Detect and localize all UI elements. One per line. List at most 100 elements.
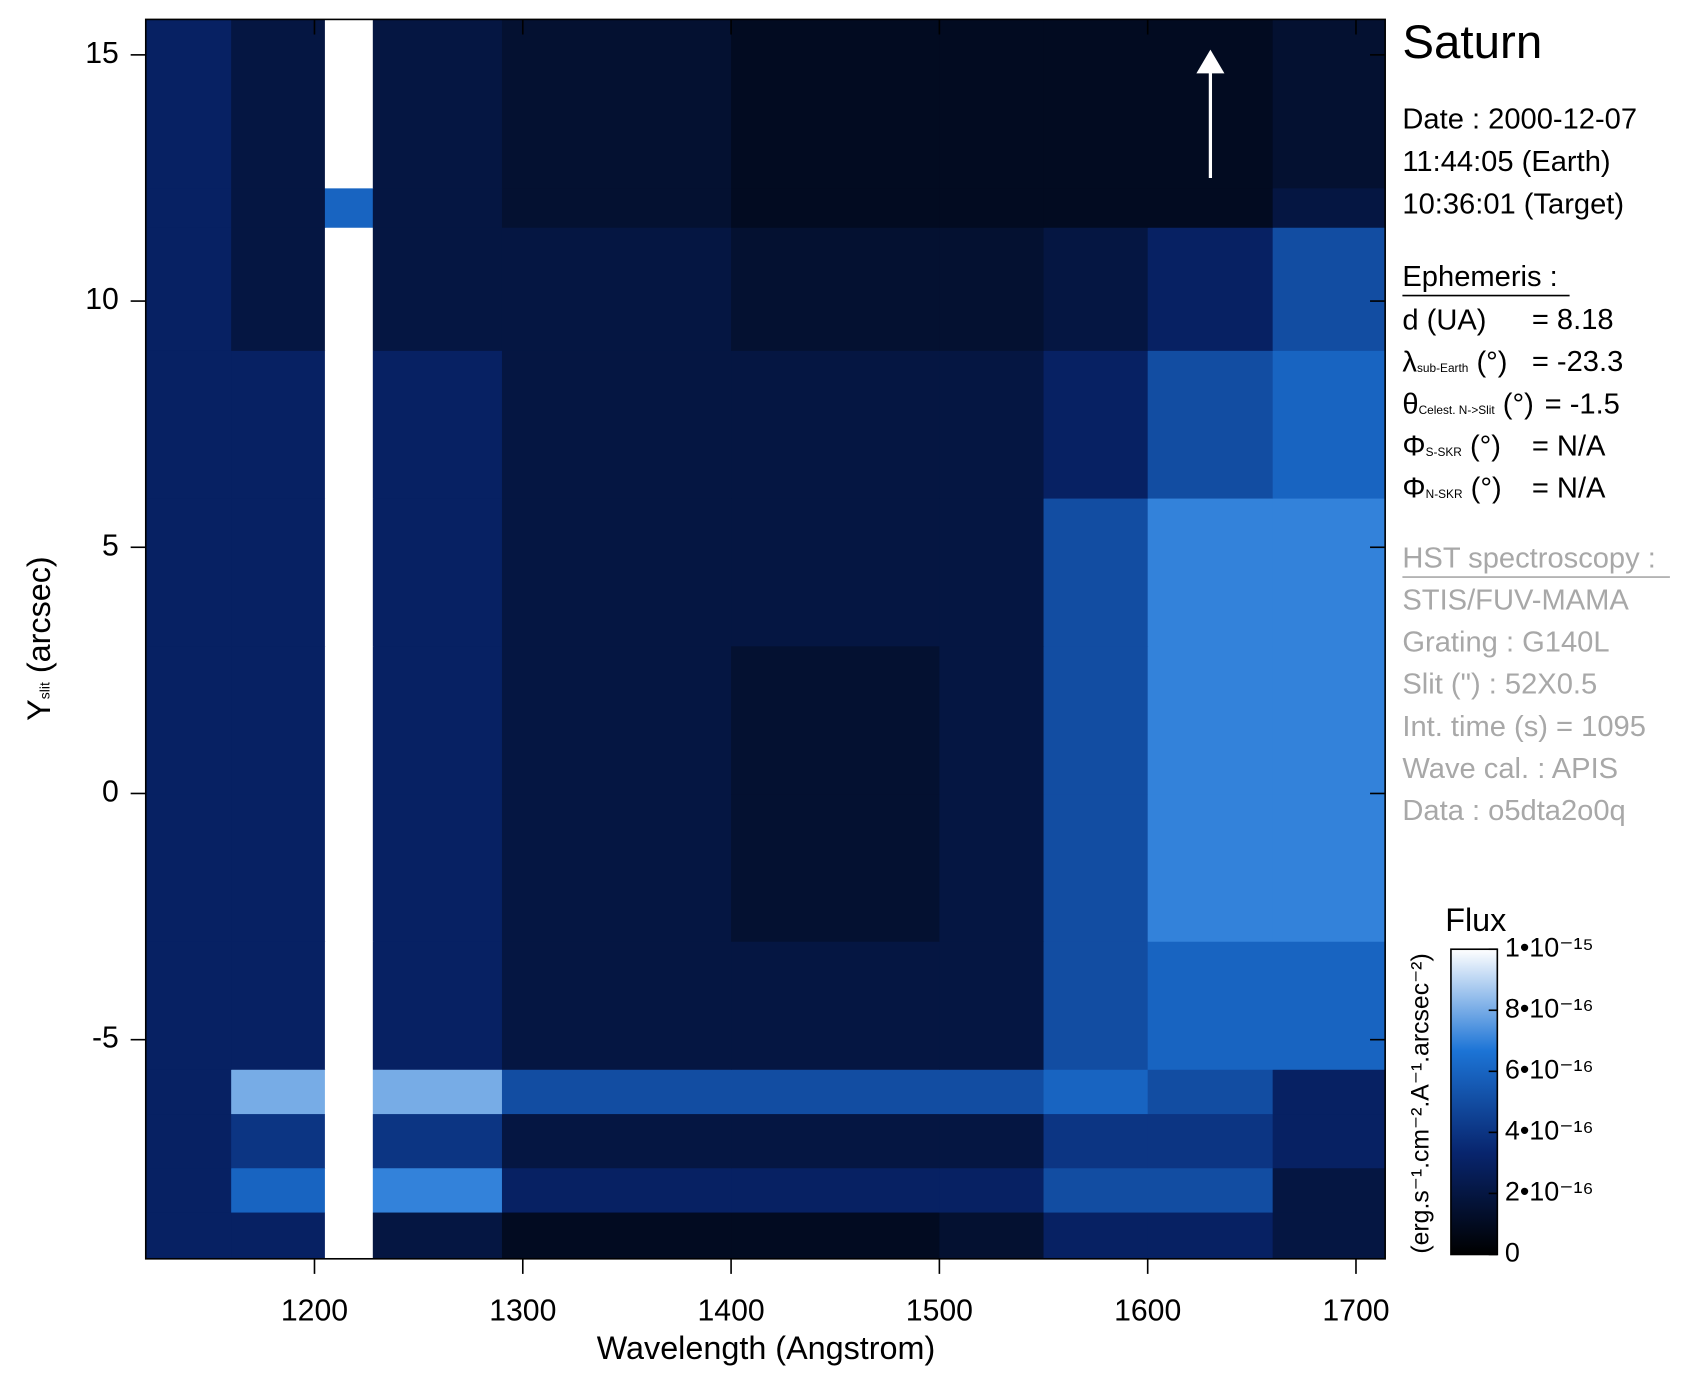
- heat-cell: [145, 19, 232, 189]
- heat-cell: [939, 19, 1045, 189]
- ephemeris-row: d (UA): [1402, 304, 1486, 336]
- heat-cell: [939, 1167, 1045, 1213]
- ephemeris-suffix: (°): [1468, 346, 1507, 378]
- heat-cell: [145, 1167, 232, 1213]
- ephemeris-subscript: sub-Earth: [1417, 361, 1468, 375]
- x-tick-label: 1600: [1114, 1295, 1181, 1328]
- ephemeris-row: λsub-Earth (°): [1402, 346, 1507, 378]
- heat-cell: [1043, 645, 1149, 795]
- heat-cell: [1272, 187, 1386, 228]
- heat-cell: [145, 1212, 232, 1260]
- heat-cell: [1272, 1113, 1386, 1169]
- ephemeris-suffix: (°): [1495, 388, 1534, 420]
- ephemeris-value: = -23.3: [1532, 346, 1623, 378]
- colorbar-tick-label: 1•10⁻¹⁵: [1505, 932, 1594, 962]
- heat-cell: [324, 941, 374, 1070]
- heat-cell: [372, 1069, 503, 1115]
- heat-cell: [501, 941, 732, 1070]
- north-arrow-head: [1196, 49, 1225, 74]
- heat-cell: [731, 187, 940, 228]
- heat-cell: [145, 941, 232, 1070]
- ephemeris-suffix: (°): [1462, 430, 1501, 462]
- heat-cell: [939, 1069, 1045, 1115]
- x-tick-label: 1200: [281, 1295, 348, 1328]
- colorbar-tick-label: 0: [1505, 1238, 1520, 1268]
- y-label-sub: slit: [36, 682, 52, 699]
- x-axis-label: Wavelength (Angstrom): [597, 1330, 936, 1366]
- heat-cell: [1043, 941, 1149, 1070]
- ephemeris-subscript: S-SKR: [1426, 445, 1463, 459]
- heat-cell: [372, 19, 503, 189]
- ephemeris-symbol: θ: [1402, 388, 1418, 420]
- colorbar-tick-label: 4•10⁻¹⁶: [1505, 1116, 1594, 1146]
- heat-cell: [939, 793, 1045, 942]
- heat-cell: [939, 645, 1045, 795]
- hst-line: STIS/FUV-MAMA: [1402, 585, 1629, 617]
- heat-cell: [939, 187, 1045, 228]
- heat-cell: [1272, 793, 1386, 942]
- heat-cell: [372, 941, 503, 1070]
- heat-cell: [1147, 793, 1274, 942]
- heat-cell: [1272, 645, 1386, 795]
- colorbar-tick-label: 6•10⁻¹⁶: [1505, 1054, 1594, 1084]
- heat-cell: [939, 1212, 1045, 1260]
- heat-cell: [372, 1212, 503, 1260]
- ephemeris-row: θCelest. N->Slit (°): [1402, 388, 1533, 420]
- date-line: 10:36:01 (Target): [1402, 189, 1624, 221]
- ephemeris-value: = 8.18: [1532, 304, 1614, 336]
- heat-cell: [731, 498, 940, 647]
- heat-cell: [372, 1113, 503, 1169]
- heat-cell: [324, 227, 374, 351]
- heat-cell: [1043, 19, 1149, 189]
- heat-cell: [1043, 1212, 1149, 1260]
- heat-cell: [324, 187, 374, 228]
- heat-cell: [731, 1113, 940, 1169]
- heat-cell: [324, 1212, 374, 1260]
- y-label-main: Y: [21, 699, 57, 721]
- heat-cell: [231, 1212, 326, 1260]
- ephemeris-value: = N/A: [1532, 430, 1606, 462]
- heat-cell: [324, 19, 374, 189]
- heat-cell: [145, 227, 232, 351]
- x-tick-label: 1400: [698, 1295, 765, 1328]
- heat-cell: [372, 498, 503, 647]
- heat-cell: [324, 1167, 374, 1213]
- heat-cell: [324, 645, 374, 795]
- heat-cell: [1147, 1069, 1274, 1115]
- heat-cell: [1043, 227, 1149, 351]
- ephemeris-subscript: Celest. N->Slit: [1419, 403, 1496, 417]
- y-tick-label: 0: [102, 775, 119, 808]
- heat-cell: [324, 793, 374, 942]
- hst-line: Int. time (s) = 1095: [1402, 711, 1646, 743]
- heat-cell: [731, 1069, 940, 1115]
- heat-cell: [231, 1069, 326, 1115]
- y-tick-label: 5: [102, 529, 119, 562]
- heat-cell: [231, 350, 326, 499]
- heat-cell: [1272, 1212, 1386, 1260]
- ephemeris-symbol: λ: [1402, 346, 1417, 378]
- ephemeris-value: = -1.5: [1545, 388, 1620, 420]
- heat-cell: [939, 941, 1045, 1070]
- heat-cell: [1043, 498, 1149, 647]
- heat-cell: [1272, 350, 1386, 499]
- heat-cell: [501, 227, 732, 351]
- colorbar-tick-label: 2•10⁻¹⁶: [1505, 1177, 1594, 1207]
- heat-cell: [145, 498, 232, 647]
- heat-cell: [231, 1167, 326, 1213]
- ephemeris-subscript: N-SKR: [1426, 487, 1463, 501]
- heat-cell: [1147, 1212, 1274, 1260]
- heat-cell: [1272, 498, 1386, 647]
- heat-cell: [501, 1113, 732, 1169]
- heat-cell: [501, 19, 732, 189]
- y-label-suffix: (arcsec): [21, 556, 57, 682]
- heat-cell: [1272, 19, 1386, 189]
- heat-cell: [231, 1113, 326, 1169]
- heat-cell: [231, 793, 326, 942]
- x-tick-label: 1700: [1322, 1295, 1389, 1328]
- plot-frame: [144, 18, 1386, 1260]
- heat-cell: [1043, 793, 1149, 942]
- heatmap: [145, 19, 1386, 1260]
- heat-cell: [501, 187, 732, 228]
- target-title: Saturn: [1402, 16, 1542, 69]
